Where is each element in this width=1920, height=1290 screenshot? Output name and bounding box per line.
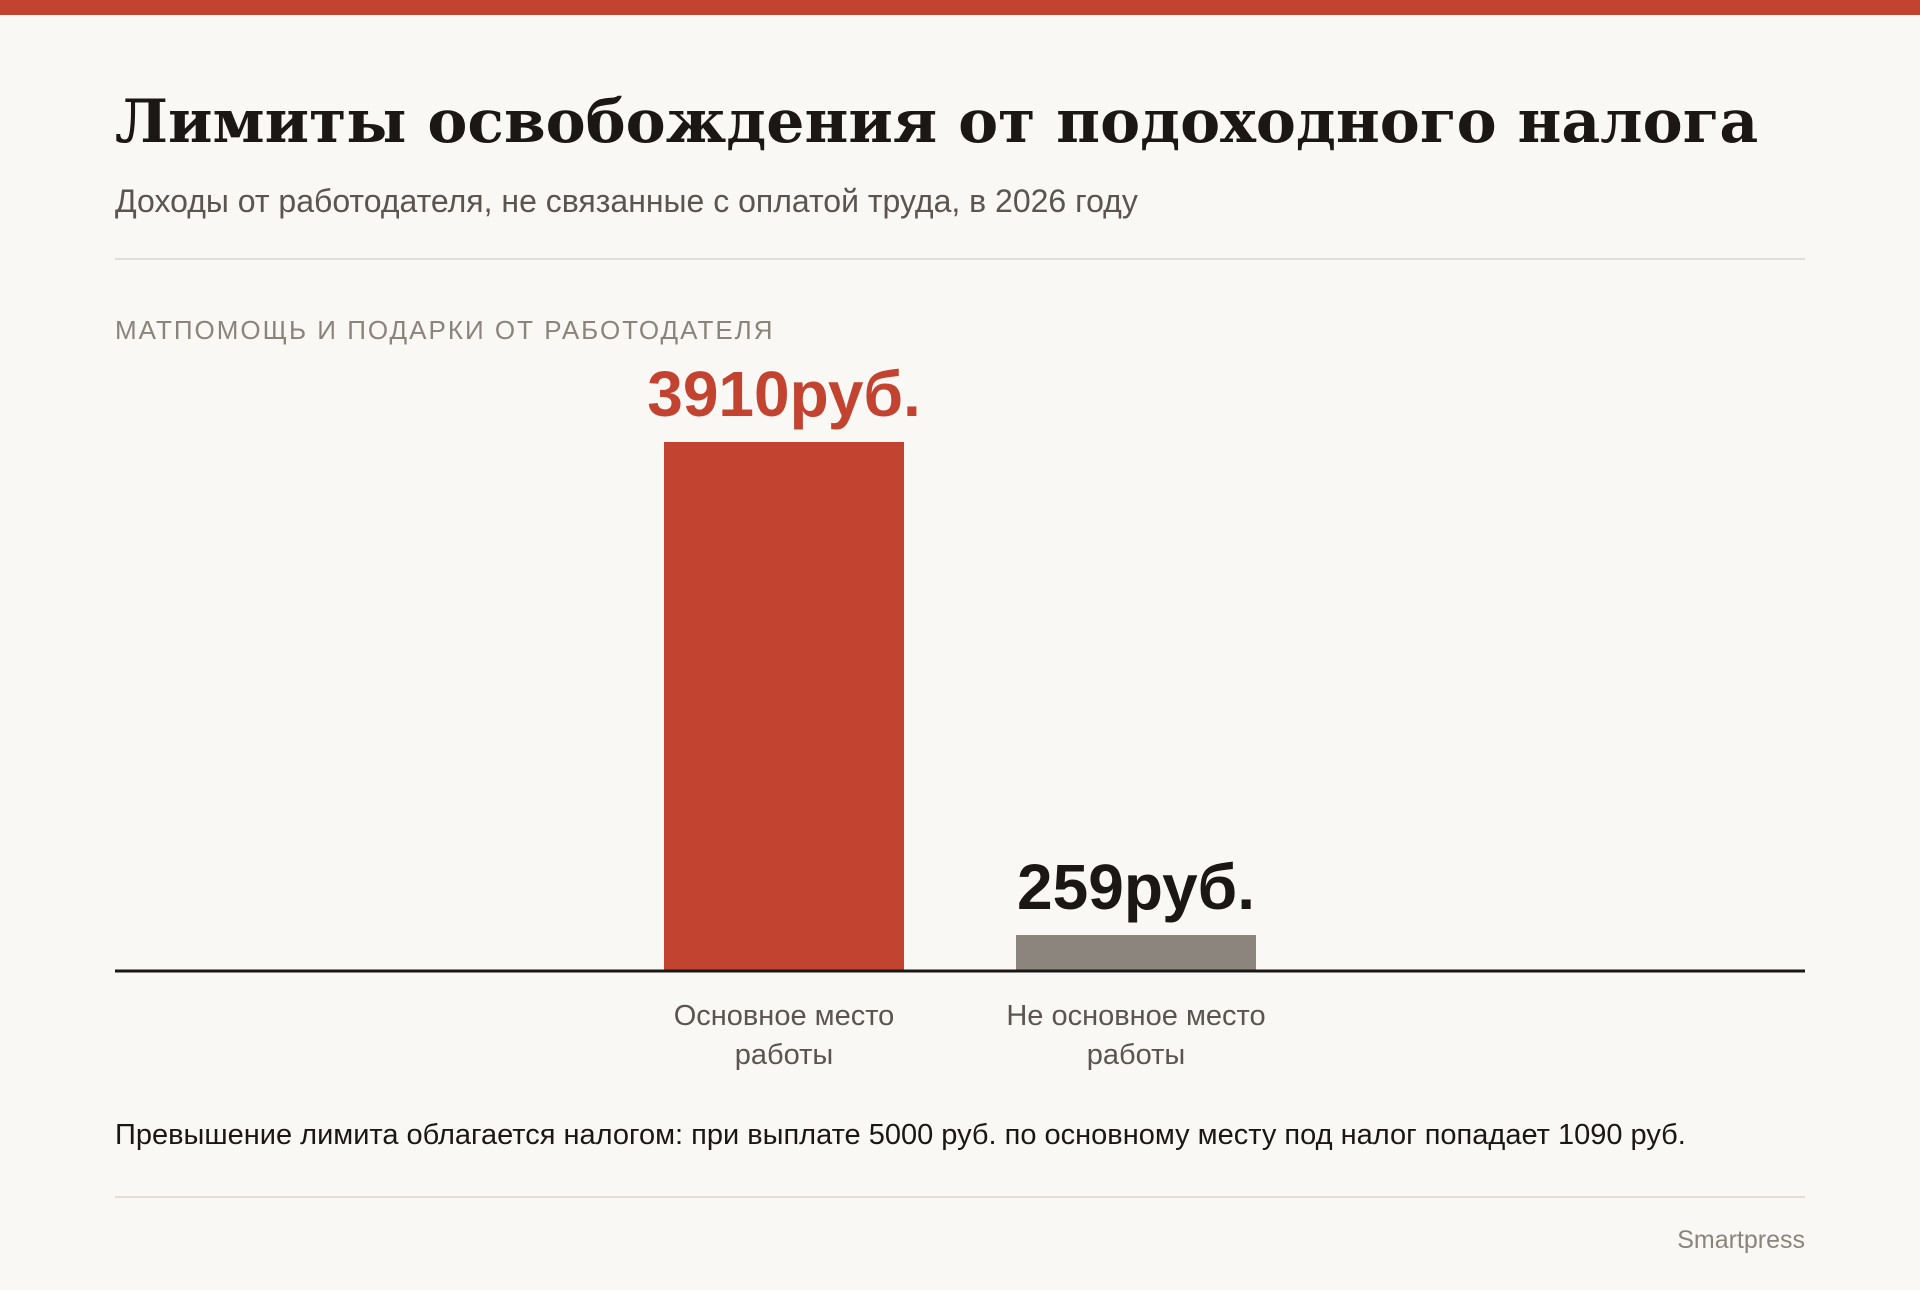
footnote: Превышение лимита облагается налогом: пр… [115, 1119, 1686, 1151]
section-label: МАТПОМОЩЬ И ПОДАРКИ ОТ РАБОТОДАТЕЛЯ [115, 315, 775, 345]
top-accent-bar [0, 0, 1920, 15]
bar-1 [664, 442, 904, 970]
value-label-2: 259руб. [1017, 851, 1255, 923]
category-label-1-line-1: Основное место [674, 1000, 895, 1032]
category-label-2-line-1: Не основное место [1006, 1000, 1265, 1032]
category-label-1-line-2: работы [735, 1039, 833, 1071]
divider-bottom [115, 1196, 1805, 1198]
chart-subtitle: Доходы от работодателя, не связанные с о… [115, 183, 1138, 219]
value-label-1: 3910руб. [647, 358, 921, 430]
chart-title: Лимиты освобождения от подоходного налог… [115, 87, 1759, 157]
category-label-2-line-2: работы [1087, 1039, 1185, 1071]
bar-2 [1016, 935, 1256, 970]
divider-top [115, 258, 1805, 260]
source-credit: Smartpress [1677, 1226, 1805, 1254]
